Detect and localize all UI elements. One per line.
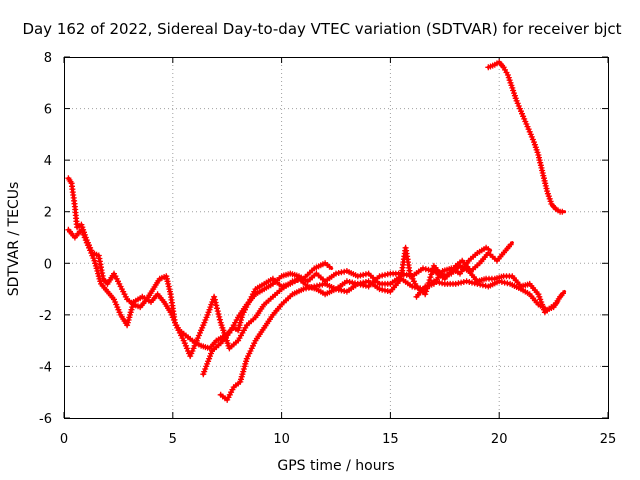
point-marker	[214, 308, 221, 315]
point-marker	[382, 271, 388, 278]
point-marker	[559, 208, 566, 215]
chart-title: Day 162 of 2022, Sidereal Day-to-day VTE…	[22, 20, 621, 38]
point-marker	[326, 263, 333, 270]
y-tick-label-2: -2	[39, 309, 52, 324]
x-tick-label-5: 25	[600, 432, 617, 447]
point-marker	[360, 271, 367, 278]
point-marker	[426, 277, 433, 283]
point-marker	[305, 284, 312, 291]
point-marker	[214, 305, 220, 312]
point-marker	[216, 313, 223, 320]
point-marker	[460, 279, 467, 285]
axis-ticks: 0 5 10 15 20 25 -6 -4 -2 0 2 4 6 8	[39, 51, 616, 447]
point-marker	[406, 272, 413, 279]
point-marker	[292, 277, 299, 284]
plot-frame	[64, 57, 609, 419]
point-marker	[300, 286, 307, 293]
x-tick-label-0: 0	[60, 432, 68, 447]
y-tick-label-6: 6	[44, 103, 52, 118]
point-marker	[401, 271, 407, 278]
point-marker	[354, 280, 361, 287]
point-marker	[343, 278, 350, 285]
data-series	[65, 59, 567, 403]
point-marker	[455, 280, 462, 287]
y-tick-label-1: -4	[39, 360, 52, 375]
y-tick-label-5: 4	[44, 154, 52, 169]
x-axis-label: GPS time / hours	[277, 458, 394, 474]
series-track-2	[65, 226, 334, 360]
point-marker	[552, 300, 559, 307]
series-track-4	[217, 241, 514, 403]
point-marker	[507, 241, 514, 248]
point-marker	[211, 293, 218, 300]
point-marker	[463, 278, 470, 285]
y-tick-label-0: -6	[39, 412, 52, 427]
point-marker	[469, 279, 475, 286]
point-marker	[376, 273, 383, 280]
series-track-3	[200, 244, 560, 378]
series-track-1	[65, 175, 567, 352]
x-tick-label-4: 20	[491, 432, 508, 447]
point-marker	[213, 302, 220, 309]
y-tick-label-3: 0	[44, 257, 52, 272]
x-tick-label-3: 15	[382, 432, 399, 447]
point-marker	[379, 286, 386, 293]
series-track-5	[413, 244, 493, 300]
x-tick-label-2: 10	[273, 432, 290, 447]
point-marker	[422, 291, 429, 298]
point-marker	[349, 279, 356, 286]
series-line-3	[201, 246, 560, 376]
y-axis-label: SDTVAR / TECUs	[6, 182, 22, 297]
point-marker	[425, 266, 432, 273]
point-marker	[212, 299, 219, 306]
point-marker	[427, 274, 434, 281]
point-marker	[215, 311, 222, 317]
series-line-6	[486, 60, 567, 214]
series-track-6	[485, 59, 567, 215]
point-marker	[485, 246, 492, 253]
point-marker	[311, 283, 318, 290]
y-tick-label-7: 8	[44, 51, 52, 66]
grid	[64, 57, 608, 418]
point-marker	[335, 270, 342, 276]
point-marker	[211, 296, 218, 303]
point-marker	[560, 290, 566, 297]
point-marker	[335, 286, 342, 293]
y-tick-label-4: 2	[44, 206, 52, 221]
point-marker	[362, 282, 369, 289]
point-marker	[501, 279, 508, 286]
x-tick-label-1: 5	[169, 432, 177, 447]
point-marker	[420, 265, 426, 272]
point-marker	[354, 273, 361, 280]
point-marker	[216, 316, 223, 323]
